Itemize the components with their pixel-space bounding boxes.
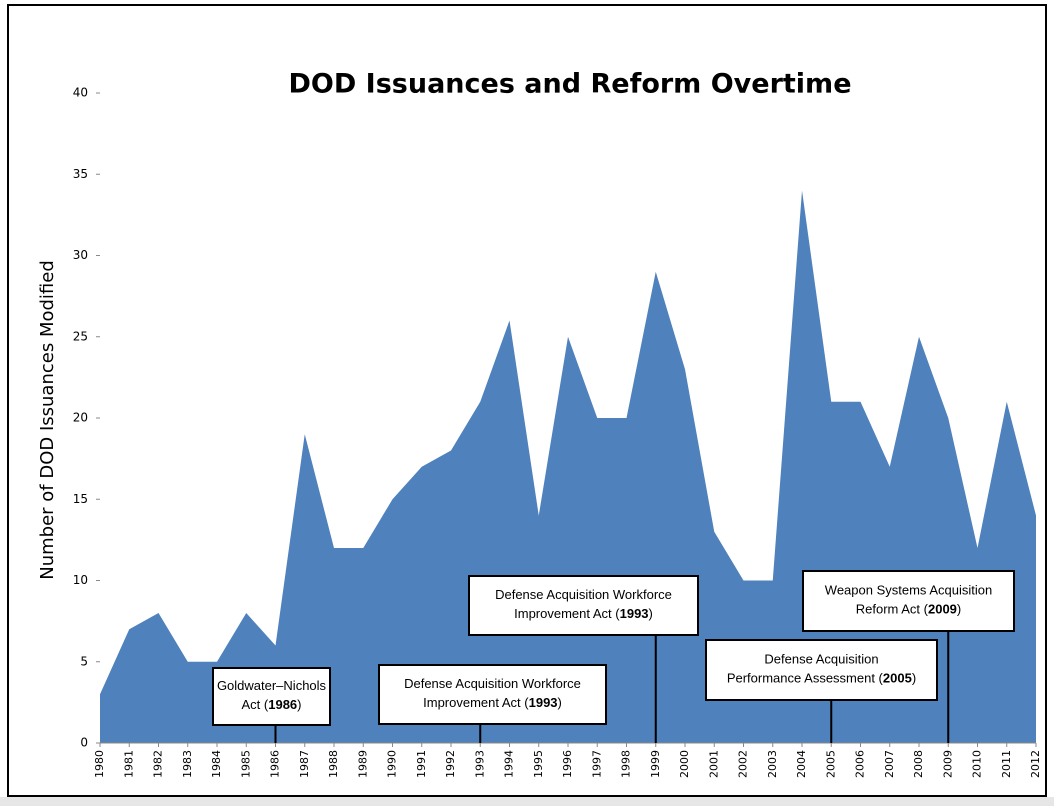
annotation-text-part: 1986 xyxy=(268,697,297,712)
annotation-text-part: 2009 xyxy=(928,602,957,617)
x-tick-label: 2002 xyxy=(737,750,750,778)
annotation-text-part: Performance Assessment ( xyxy=(727,671,884,686)
annotation-box xyxy=(378,664,607,725)
y-tick-label: 25 xyxy=(73,329,88,343)
annotation-text: Defense Acquisition Workforce xyxy=(495,587,672,602)
y-tick-label: 30 xyxy=(73,248,88,262)
annotation-text-part: ) xyxy=(649,606,653,621)
annotation-text: Act (1986) xyxy=(242,697,302,712)
x-tick-label: 1998 xyxy=(620,750,633,778)
annotation-text: Performance Assessment (2005) xyxy=(727,671,916,686)
y-tick-label: 10 xyxy=(73,573,88,587)
y-tick-label: 35 xyxy=(73,167,88,181)
annotation-text-part: Defense Acquisition Workforce xyxy=(404,676,581,691)
x-tick-label: 1984 xyxy=(210,750,223,778)
x-tick-label: 1994 xyxy=(503,750,516,778)
x-tick-label: 2010 xyxy=(971,750,984,778)
x-tick-label: 1988 xyxy=(327,750,340,778)
annotation-text-part: Act ( xyxy=(242,697,269,712)
annotation-text-part: 2005 xyxy=(883,671,912,686)
annotation-text: Goldwater–Nichols xyxy=(217,678,327,693)
annotation-box xyxy=(212,667,331,726)
x-tick-label: 2004 xyxy=(795,750,808,778)
x-tick-label: 1982 xyxy=(152,750,165,778)
x-tick-label: 1987 xyxy=(298,750,311,778)
annotation-text: Defense Acquisition Workforce xyxy=(404,676,581,691)
x-tick-label: 1997 xyxy=(590,750,603,778)
annotation-text-part: Defense Acquisition xyxy=(764,652,878,667)
x-tick-label: 1995 xyxy=(532,750,545,778)
annotation-text-part: ) xyxy=(957,602,961,617)
x-tick-label: 1996 xyxy=(561,750,574,778)
annotation-text-part: 1993 xyxy=(529,695,558,710)
x-tick-label: 1999 xyxy=(649,750,662,778)
y-tick-label: 5 xyxy=(80,654,88,668)
x-tick-label: 1986 xyxy=(269,750,282,778)
annotation-text-part: ) xyxy=(912,671,916,686)
x-tick-label: 2001 xyxy=(707,750,720,778)
x-tick-label: 1980 xyxy=(93,750,106,778)
annotation-text-part: Weapon Systems Acquisition xyxy=(825,583,992,598)
x-tick-label: 1993 xyxy=(473,750,486,778)
x-tick-label: 2000 xyxy=(678,750,691,778)
annotation-text-part: Improvement Act ( xyxy=(514,606,620,621)
annotation-text-part: ) xyxy=(297,697,301,712)
x-tick-label: 1991 xyxy=(415,750,428,778)
x-tick-label: 2012 xyxy=(1029,750,1042,778)
chart-title: DOD Issuances and Reform Overtime xyxy=(288,69,851,100)
annotation-text-part: 1993 xyxy=(620,606,649,621)
annotation-box xyxy=(468,575,699,636)
annotation-text-part: Goldwater–Nichols xyxy=(217,678,327,693)
annotation-text: Defense Acquisition xyxy=(764,652,878,667)
annotation-text-part: Defense Acquisition Workforce xyxy=(495,587,672,602)
x-tick-label: 2008 xyxy=(912,750,925,778)
x-tick-label: 2011 xyxy=(1000,750,1013,778)
annotation-text: Reform Act (2009) xyxy=(856,602,962,617)
x-tick-label: 2007 xyxy=(883,750,896,778)
annotation-text-part: ) xyxy=(558,695,562,710)
annotation-box xyxy=(705,639,938,701)
x-tick-label: 2006 xyxy=(854,750,867,778)
x-tick-label: 1985 xyxy=(239,750,252,778)
x-tick-label: 1983 xyxy=(181,750,194,778)
y-tick-label: 15 xyxy=(73,492,88,506)
x-tick-label: 2009 xyxy=(941,750,954,778)
x-tick-label: 1990 xyxy=(386,750,399,778)
x-tick-label: 1992 xyxy=(444,750,457,778)
annotation-text: Improvement Act (1993) xyxy=(514,606,653,621)
annotation-text: Improvement Act (1993) xyxy=(423,695,562,710)
annotation-text-part: Improvement Act ( xyxy=(423,695,529,710)
x-tick-label: 2003 xyxy=(766,750,779,778)
annotation-box xyxy=(802,570,1015,632)
y-tick-label: 40 xyxy=(73,86,88,100)
x-tick-label: 2005 xyxy=(824,750,837,778)
x-tick-label: 1981 xyxy=(122,750,135,778)
y-tick-label: 0 xyxy=(80,736,88,750)
annotation-text: Weapon Systems Acquisition xyxy=(825,583,992,598)
y-tick-label: 20 xyxy=(73,411,88,425)
y-axis-label: Number of DOD Issuances Modified xyxy=(37,260,58,580)
annotation-text-part: Reform Act ( xyxy=(856,602,929,617)
x-tick-label: 1989 xyxy=(356,750,369,778)
bottom-strip xyxy=(0,797,1054,806)
